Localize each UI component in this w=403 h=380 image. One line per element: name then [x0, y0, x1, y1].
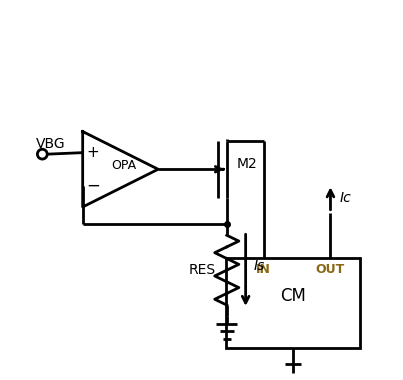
Text: +: +: [87, 145, 100, 160]
Text: Is: Is: [254, 260, 265, 273]
Text: M2: M2: [236, 157, 257, 171]
Text: IN: IN: [256, 263, 271, 276]
Text: −: −: [86, 177, 100, 195]
Text: OPA: OPA: [112, 159, 137, 172]
Bar: [226, 258, 360, 348]
Text: Ic: Ic: [340, 192, 352, 206]
Text: RES: RES: [189, 263, 216, 277]
Text: CM: CM: [280, 287, 306, 305]
Text: OUT: OUT: [316, 263, 345, 276]
Text: VBG: VBG: [35, 136, 65, 150]
